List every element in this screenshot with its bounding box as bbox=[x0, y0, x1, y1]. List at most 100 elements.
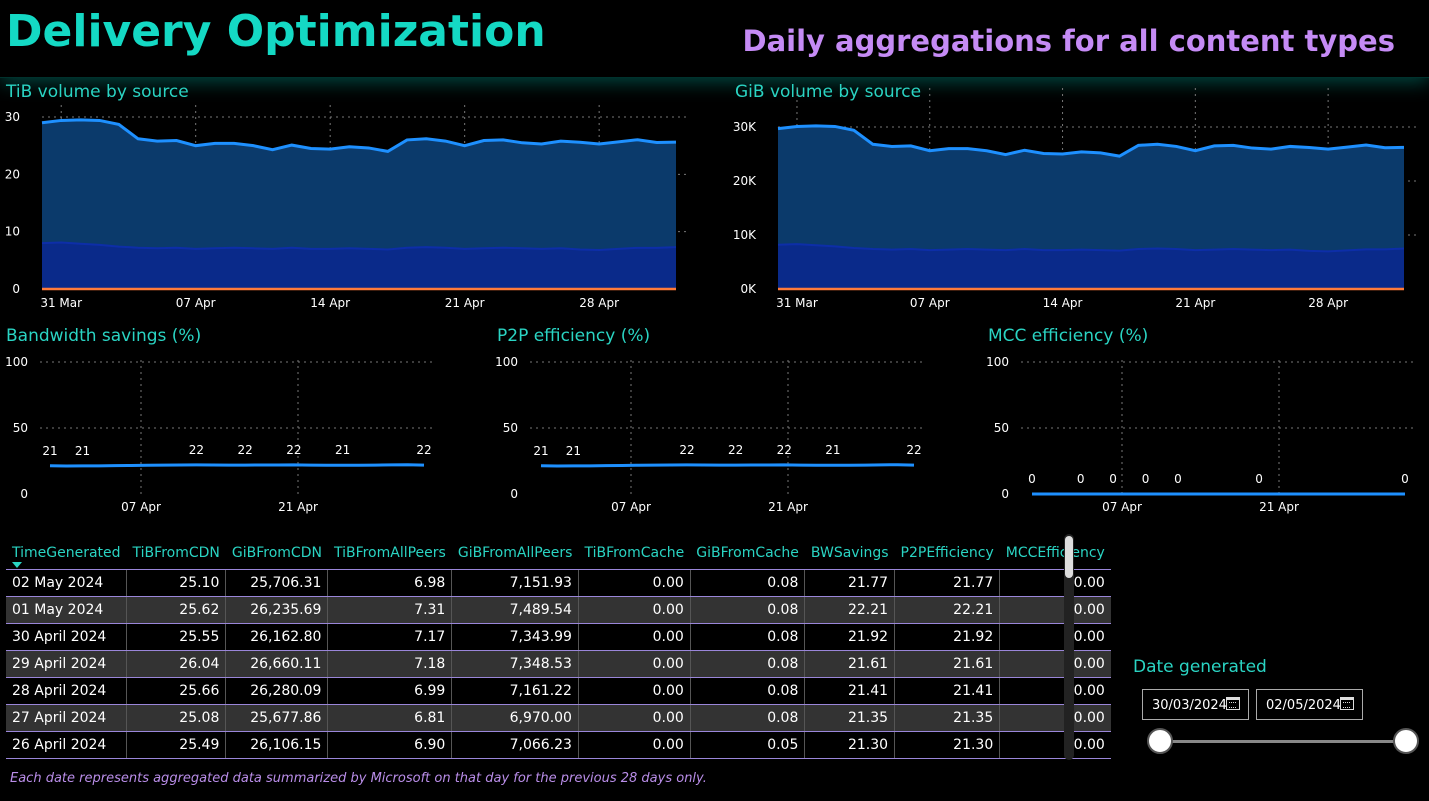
y-tick-label: 30 bbox=[5, 110, 20, 124]
y-tick-label: 0K bbox=[740, 282, 757, 296]
table-cell: 22.21 bbox=[804, 596, 896, 624]
bw-chart-title: Bandwidth savings (%) bbox=[6, 326, 202, 346]
x-tick-label: 07 Apr bbox=[121, 500, 161, 514]
data-label: 22 bbox=[189, 443, 204, 457]
table-cell: 0.00 bbox=[999, 623, 1111, 651]
table-cell: 7,343.99 bbox=[451, 623, 579, 651]
table-cell: 21.30 bbox=[804, 731, 896, 759]
table-cell: 0.08 bbox=[690, 677, 806, 705]
table-row[interactable]: 01 May 2024 25.62 26,235.69 7.31 7,489.54 0.0… bbox=[6, 596, 1111, 624]
table-cell: 27 April 2024 bbox=[6, 704, 128, 732]
column-header-mccefficiency[interactable]: MCCEfficiency bbox=[999, 537, 1111, 570]
data-label: 21 bbox=[335, 443, 350, 457]
start-date-input[interactable]: 30/03/2024 bbox=[1142, 689, 1249, 720]
column-header-gibfromcdn[interactable]: GiBFromCDN bbox=[225, 537, 328, 570]
y-tick-label: 100 bbox=[5, 355, 28, 369]
x-tick-label: 21 Apr bbox=[278, 500, 318, 514]
end-date-value: 02/05/2024 bbox=[1266, 698, 1341, 713]
x-tick-label: 21 Apr bbox=[445, 296, 485, 310]
cdn-line bbox=[41, 118, 677, 153]
table-cell: 6.90 bbox=[327, 731, 453, 759]
y-tick-label: 0 bbox=[12, 282, 20, 296]
table-cell: 0.00 bbox=[578, 569, 691, 597]
column-header-tibfromcdn[interactable]: TiBFromCDN bbox=[126, 537, 226, 570]
data-label: 0 bbox=[1174, 472, 1182, 486]
gib-chart-title: GiB volume by source bbox=[735, 82, 922, 102]
slider-handle-end[interactable] bbox=[1393, 728, 1419, 754]
date-range-slider-track[interactable] bbox=[1162, 740, 1406, 743]
x-tick-label: 21 Apr bbox=[768, 500, 808, 514]
column-header-p2pefficiency[interactable]: P2PEfficiency bbox=[894, 537, 1000, 570]
table-cell: 25.08 bbox=[126, 704, 227, 732]
end-date-input[interactable]: 02/05/2024 bbox=[1256, 689, 1363, 720]
table-cell: 0.00 bbox=[578, 704, 691, 732]
x-tick-label: 14 Apr bbox=[310, 296, 350, 310]
table-cell: 21.92 bbox=[804, 623, 896, 651]
y-tick-label: 50 bbox=[994, 421, 1009, 435]
table-cell: 01 May 2024 bbox=[6, 596, 128, 624]
table-cell: 0.00 bbox=[578, 623, 691, 651]
column-header-tibfromcache[interactable]: TiBFromCache bbox=[578, 537, 691, 570]
table-row[interactable]: 26 April 2024 25.49 26,106.15 6.90 7,066.23 0… bbox=[6, 731, 1111, 759]
table-row[interactable]: 30 April 2024 25.55 26,162.80 7.17 7,343.99 0… bbox=[6, 623, 1111, 651]
column-header-gibfromallpeers[interactable]: GiBFromAllPeers bbox=[451, 537, 579, 570]
column-header-bwsavings[interactable]: BWSavings bbox=[804, 537, 895, 570]
x-tick-label: 07 Apr bbox=[176, 296, 216, 310]
sort-descending-icon[interactable] bbox=[12, 561, 22, 568]
p2p-efficiency-chart[interactable]: 0 50 100 07 Apr 21 Apr 21 21 22 22 22 21 22 bbox=[490, 350, 930, 520]
calendar-icon[interactable] bbox=[1226, 697, 1240, 710]
data-label: 0 bbox=[1401, 472, 1409, 486]
table-row[interactable]: 29 April 2024 26.04 26,660.11 7.18 7,348.53 0… bbox=[6, 650, 1111, 678]
table-cell: 0.00 bbox=[999, 569, 1111, 597]
table-cell: 0.00 bbox=[578, 731, 691, 759]
y-tick-label: 0 bbox=[510, 487, 518, 501]
tib-volume-chart[interactable]: 0 10 20 30 31 Mar 07 Apr 14 Apr 21 Apr 28 Apr bbox=[0, 100, 700, 315]
data-label: 22 bbox=[906, 443, 921, 457]
cdn-line bbox=[777, 124, 1405, 158]
gib-volume-chart[interactable]: 0K 10K 20K 30K 31 Mar 07 Apr 14 Apr 21 Apr 28 Ap… bbox=[728, 88, 1428, 315]
table-row[interactable]: 28 April 2024 25.66 26,280.09 6.99 7,161.22 0… bbox=[6, 677, 1111, 705]
x-tick-label: 31 Mar bbox=[776, 296, 818, 310]
table-cell: 26,162.80 bbox=[225, 623, 329, 651]
table-cell: 7.17 bbox=[327, 623, 453, 651]
table-cell: 7.18 bbox=[327, 650, 453, 678]
data-label: 0 bbox=[1028, 472, 1036, 486]
table-cell: 25.62 bbox=[126, 596, 227, 624]
data-label: 22 bbox=[416, 443, 431, 457]
table-row[interactable]: 02 May 2024 25.10 25,706.31 6.98 7,151.93 0.0… bbox=[6, 569, 1111, 597]
table-row[interactable]: 27 April 2024 25.08 25,677.86 6.81 6,970.00 0… bbox=[6, 704, 1111, 732]
column-header-timegenerated[interactable]: TimeGenerated bbox=[6, 537, 127, 570]
table-cell: 0.08 bbox=[690, 704, 806, 732]
header-bar: Delivery Optimization Daily aggregations… bbox=[0, 0, 1429, 78]
table-cell: 21.41 bbox=[894, 677, 1001, 705]
y-tick-label: 20 bbox=[5, 167, 20, 181]
table-scrollbar[interactable] bbox=[1064, 534, 1074, 760]
data-label: 22 bbox=[728, 443, 743, 457]
x-tick-label: 28 Apr bbox=[579, 296, 619, 310]
data-label: 21 bbox=[533, 444, 548, 458]
table-cell: 7.31 bbox=[327, 596, 453, 624]
slider-handle-start[interactable] bbox=[1147, 728, 1173, 754]
table-cell: 0.00 bbox=[999, 677, 1111, 705]
table-cell: 7,489.54 bbox=[451, 596, 579, 624]
data-label: 0 bbox=[1077, 472, 1085, 486]
bandwidth-savings-chart[interactable]: 0 50 100 07 Apr 21 Apr 21 21 22 22 22 21 22 bbox=[0, 350, 440, 520]
x-tick-label: 07 Apr bbox=[910, 296, 950, 310]
data-label: 21 bbox=[75, 444, 90, 458]
scrollbar-thumb[interactable] bbox=[1065, 536, 1073, 578]
table-cell: 0.00 bbox=[578, 596, 691, 624]
table-cell: 21.41 bbox=[804, 677, 896, 705]
calendar-icon[interactable] bbox=[1340, 697, 1354, 710]
table-cell: 21.35 bbox=[804, 704, 896, 732]
column-header-tibfromallpeers[interactable]: TiBFromAllPeers bbox=[327, 537, 452, 570]
mcc-efficiency-chart[interactable]: 0 50 100 07 Apr 21 Apr 0 0 0 0 0 0 0 bbox=[981, 350, 1421, 520]
data-label: 22 bbox=[237, 443, 252, 457]
table-cell: 21.61 bbox=[894, 650, 1001, 678]
start-date-value: 30/03/2024 bbox=[1152, 698, 1227, 713]
table-cell: 25.55 bbox=[126, 623, 227, 651]
table-cell: 30 April 2024 bbox=[6, 623, 128, 651]
table-cell: 21.35 bbox=[894, 704, 1001, 732]
date-slicer-title: Date generated bbox=[1133, 657, 1267, 677]
column-header-gibfromcache[interactable]: GiBFromCache bbox=[690, 537, 805, 570]
table-cell: 6,970.00 bbox=[451, 704, 579, 732]
